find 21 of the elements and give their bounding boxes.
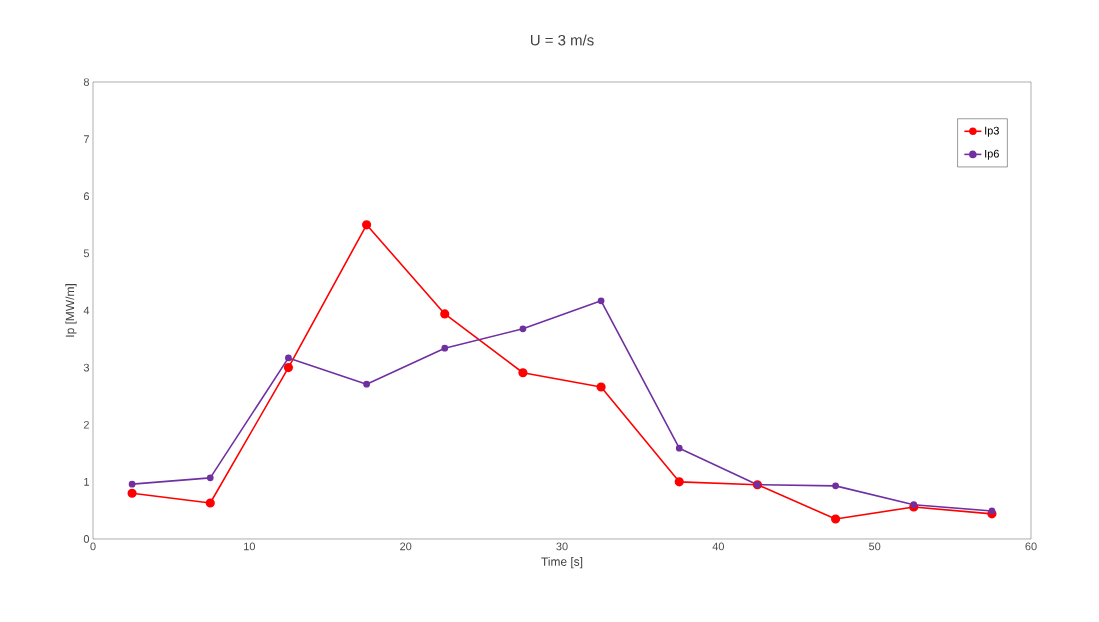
x-tick-label: 30 bbox=[556, 542, 568, 551]
y-tick-label: 8 bbox=[83, 78, 89, 86]
x-axis-title: Time [s] bbox=[541, 557, 583, 569]
y-tick-label: 3 bbox=[83, 363, 89, 372]
chart-title: U = 3 m/s bbox=[530, 34, 594, 46]
x-tick-label: 60 bbox=[1025, 542, 1037, 551]
y-tick-label: 1 bbox=[84, 478, 89, 486]
y-tick-label: 5 bbox=[83, 249, 90, 258]
x-tick-label: 50 bbox=[869, 542, 881, 551]
y-axis-title: Ip [MW/m] bbox=[65, 284, 77, 337]
y-tick-label: 4 bbox=[83, 306, 90, 315]
y-tick-label: 0 bbox=[83, 535, 90, 543]
y-tick-label: 7 bbox=[83, 135, 89, 143]
x-tick-label: 0 bbox=[90, 542, 96, 551]
x-tick-label: 40 bbox=[712, 542, 724, 551]
x-tick-label: 20 bbox=[400, 542, 412, 551]
x-tick-label: 10 bbox=[244, 542, 255, 551]
y-tick-label: 6 bbox=[83, 192, 89, 201]
legend-label: Ip3 bbox=[985, 126, 999, 137]
y-tick-label: 2 bbox=[83, 420, 89, 429]
legend-label: Ip6 bbox=[985, 149, 999, 160]
